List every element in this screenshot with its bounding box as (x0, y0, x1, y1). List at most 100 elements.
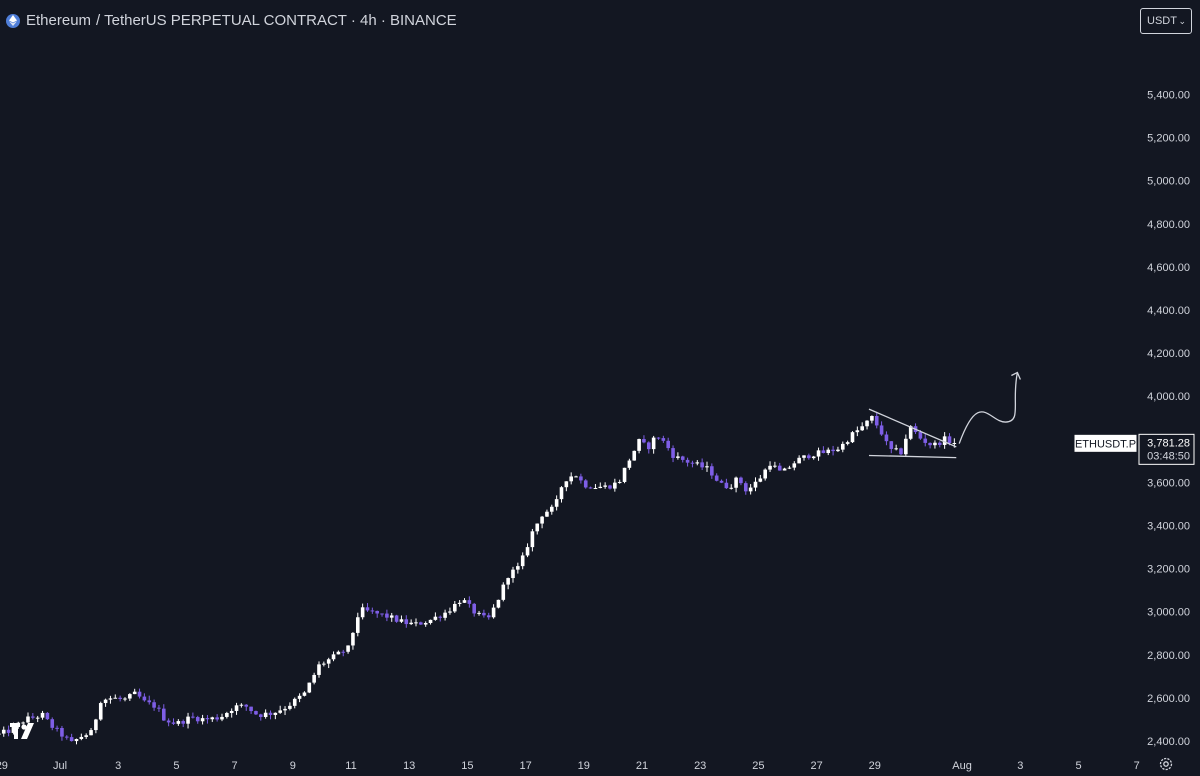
candle-body (113, 697, 118, 699)
time-axis: 29 Jul 3 5 7 9 11 13 15 17 19 21 23 25 27 29 Aug 3 5 7 (0, 760, 1140, 772)
candle-body (292, 698, 297, 706)
candle-body (103, 699, 108, 704)
candle-body (414, 622, 418, 624)
symbol-name: Ethereum (26, 12, 92, 29)
candle-body (118, 697, 122, 700)
candle-body (35, 717, 40, 719)
candle-body (375, 610, 379, 614)
candle-body (690, 462, 695, 464)
symbol-label-bg (1074, 434, 1137, 452)
candle-body (855, 430, 860, 433)
price-tick-label: 4,000.00 (1147, 391, 1190, 403)
candle-body (195, 717, 200, 722)
candle-body (307, 682, 312, 693)
candle-body (258, 714, 263, 717)
symbol-title[interactable]: Ethereum / TetherUS PERPETUAL CONTRACT ·… (6, 12, 457, 29)
symbol-description: / TetherUS PERPETUAL CONTRACT · 4h · BIN… (96, 12, 457, 29)
candle-body (622, 467, 627, 482)
candle-body (870, 416, 874, 421)
candle-body (123, 698, 127, 700)
time-tick-label: 13 (403, 760, 415, 772)
candle-body (695, 462, 700, 464)
candle-body (389, 615, 394, 618)
candle-body (322, 663, 326, 665)
price-label-bg (1138, 433, 1195, 465)
candle-body (617, 481, 622, 483)
candle-body (491, 607, 496, 618)
candle-body (530, 531, 535, 548)
candle-body (753, 481, 758, 488)
symbol-label: ETHUSDT.P (1075, 438, 1136, 450)
candle-body (31, 716, 35, 718)
tradingview-logo-icon (10, 723, 34, 739)
time-tick-label: 7 (1134, 760, 1140, 772)
candle-body (142, 696, 147, 701)
candle-body (399, 619, 404, 622)
candle-body (239, 704, 244, 706)
candle-body (171, 722, 176, 724)
time-tick-label: 21 (636, 760, 648, 772)
candle-body (933, 442, 937, 446)
candle-body (724, 482, 729, 489)
candle-body (394, 615, 399, 622)
chevron-down-icon: ⌄ (1178, 15, 1186, 26)
candle-body (64, 736, 69, 738)
candle-body (661, 438, 666, 441)
candle-body (370, 610, 375, 612)
currency-dropdown[interactable]: USDT ⌄ (1140, 8, 1192, 34)
candle-body (579, 476, 583, 481)
candle-body (467, 600, 472, 604)
candle-body (637, 439, 641, 451)
settings-gear-icon[interactable] (1158, 756, 1174, 772)
candle-body (860, 426, 864, 431)
candle-body (331, 654, 336, 660)
candle-body (433, 616, 438, 620)
candle-body (157, 707, 161, 709)
candle-body (409, 622, 413, 625)
time-tick-label: 25 (752, 760, 764, 772)
candle-body (904, 438, 908, 455)
price-tick-label: 4,600.00 (1147, 262, 1190, 274)
candle-body (312, 674, 316, 683)
candle-body (773, 465, 777, 467)
candle-body (69, 737, 74, 742)
price-axis: 5,400.00 5,200.00 5,000.00 4,800.00 4,600.00… (1147, 90, 1190, 749)
candle-body (220, 716, 224, 720)
candle-body (380, 613, 384, 615)
price-tick-label: 5,400.00 (1147, 90, 1190, 102)
price-tick-label: 3,600.00 (1147, 477, 1190, 489)
time-tick-label: 3 (115, 760, 121, 772)
time-tick-label: 15 (461, 760, 473, 772)
time-tick-label: 3 (1017, 760, 1023, 772)
time-tick-label: 29 (869, 760, 881, 772)
candle-body (816, 450, 821, 457)
candle-body (443, 612, 447, 618)
candle-body (840, 443, 845, 450)
price-tick-label: 3,400.00 (1147, 521, 1190, 533)
candle-body (549, 506, 554, 512)
candle-body (147, 700, 152, 703)
candle-body (60, 727, 64, 737)
candle-body (336, 651, 341, 655)
candle-body (865, 420, 869, 427)
time-tick-label: 7 (232, 760, 238, 772)
candle-body (55, 727, 59, 729)
candle-body (807, 455, 811, 459)
candle-body (215, 717, 219, 720)
candle-countdown: 03:48:50 (1147, 450, 1190, 462)
candle-body (603, 485, 607, 487)
candle-body (288, 705, 292, 709)
candle-body (186, 716, 190, 724)
candle-body (879, 425, 884, 435)
candle-body (719, 480, 724, 483)
candle-body (831, 449, 835, 452)
candles (0, 411, 957, 745)
candle-body (559, 487, 564, 500)
candle-body (404, 619, 409, 625)
candle-body (462, 600, 467, 603)
candle-body (506, 578, 510, 585)
candle-body (297, 695, 302, 699)
candle-body (89, 730, 93, 736)
